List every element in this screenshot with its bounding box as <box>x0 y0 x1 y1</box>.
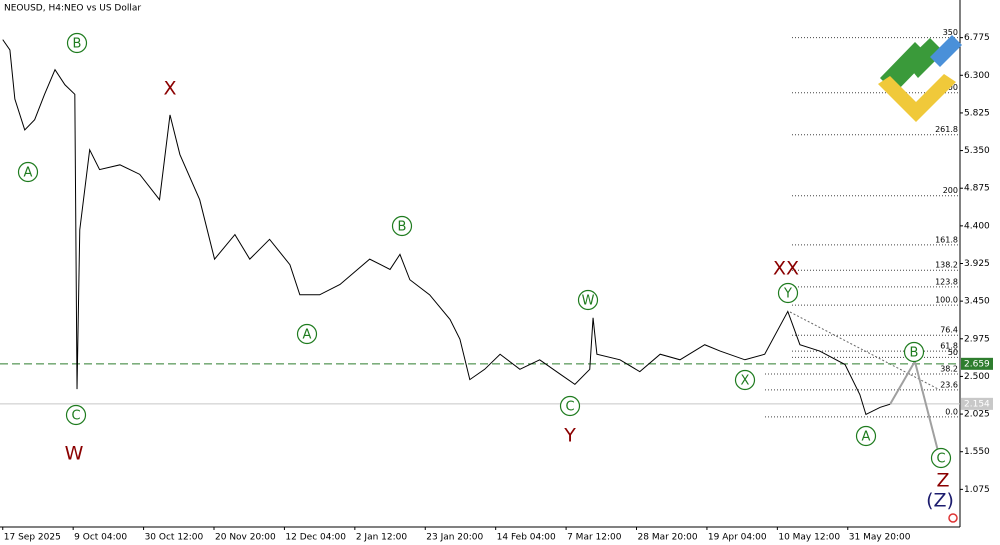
y-tick-label: 4.875 <box>964 184 990 194</box>
wave-label: X <box>163 78 176 100</box>
wave-circle <box>65 404 87 426</box>
fib-label: 100.0 <box>935 296 958 305</box>
wave-label: Y <box>563 425 576 447</box>
logo-part <box>930 35 962 67</box>
bid-tag-label: 2.154 <box>964 399 990 409</box>
fib-label: 138.2 <box>935 261 958 270</box>
wave-label: X <box>741 374 750 389</box>
wave-label: W <box>65 443 84 465</box>
fib-label: 123.8 <box>935 277 958 286</box>
y-tick-label: 2.025 <box>964 410 990 420</box>
y-tick-label: 1.075 <box>964 485 990 495</box>
y-tick-label: 6.775 <box>964 33 990 43</box>
wave-label: C <box>71 409 80 424</box>
wave-circle <box>559 395 581 417</box>
wave-label: C <box>565 400 574 415</box>
wave-circle <box>391 215 413 237</box>
wave-label: B <box>73 37 82 52</box>
wave-label: A <box>24 166 33 181</box>
x-tick-label: 14 Feb 04:00 <box>497 533 556 543</box>
x-tick-label: 28 Mar 20:00 <box>638 533 698 543</box>
x-tick-label: 19 Apr 04:00 <box>708 533 767 543</box>
wave-label: A <box>862 430 871 445</box>
y-tick-label: 5.350 <box>964 146 990 156</box>
x-tick-label: 20 Nov 20:00 <box>215 533 276 543</box>
plot: 6.775 6.300 5.825 5.350 4.875 4.400 3.925 3.450… <box>0 28 993 543</box>
logo <box>878 35 962 122</box>
wave-circle <box>577 289 599 311</box>
symbol: NEOUSD, H4: <box>4 4 64 14</box>
fib-label: 0.0 <box>945 407 958 416</box>
logo-part <box>878 74 956 122</box>
wave-label: C <box>936 452 945 467</box>
wave-label: Z <box>936 470 949 492</box>
y-tick-label: 3.925 <box>964 259 990 269</box>
fib-label: 200 <box>943 186 958 195</box>
y-tick-label: 4.400 <box>964 221 990 231</box>
fib-label: 261.8 <box>935 125 958 134</box>
x-tick-label: 9 Oct 04:00 <box>74 533 127 543</box>
bid-tag <box>961 397 993 410</box>
wave-circle <box>17 161 39 183</box>
y-tick-label: 3.450 <box>964 297 990 307</box>
x-tick-label: 31 May 20:00 <box>849 533 911 543</box>
y-tick-label: 1.550 <box>964 447 990 457</box>
wave-circle <box>296 323 318 345</box>
fib-label: 23.6 <box>940 380 958 389</box>
wave-circle <box>777 282 799 304</box>
wave-circle <box>903 341 925 363</box>
fib-label: 76.4 <box>940 326 958 335</box>
fib-label: 38.2 <box>940 365 958 374</box>
x-tick-label: 17 Sep 2025 <box>4 533 61 543</box>
fib-label: 161.8 <box>935 235 958 244</box>
wave-label: Y <box>783 287 792 302</box>
description: NEO vs US Dollar <box>64 4 141 14</box>
x-tick-label: 23 Jan 20:00 <box>426 533 483 543</box>
fib-label: 350 <box>943 28 958 37</box>
wave-label: (Z) <box>926 490 954 512</box>
fib-label: 300 <box>943 83 958 92</box>
wave-label: W <box>582 294 595 309</box>
wave-circle <box>734 369 756 391</box>
x-tick-label: 12 Dec 04:00 <box>285 533 346 543</box>
fib-label: 61.8 <box>940 342 958 351</box>
logo-part <box>905 38 944 78</box>
y-tick-label: 5.825 <box>964 108 990 118</box>
wave-label: A <box>303 328 312 343</box>
price-line <box>2 39 891 416</box>
wave-circle <box>930 447 952 469</box>
wave-circle <box>66 32 88 54</box>
wave-label: XX <box>773 258 799 280</box>
y-tick-label: 6.300 <box>964 71 990 81</box>
x-tick-label: 2 Jan 12:00 <box>356 533 408 543</box>
x-tick-label: 30 Oct 12:00 <box>145 533 204 543</box>
y-tick-label: 2.975 <box>964 334 990 344</box>
x-tick-label: 10 May 12:00 <box>778 533 840 543</box>
wave-label: B <box>398 220 407 235</box>
fib-label: 50 <box>948 348 958 357</box>
current-price-label: 2.659 <box>964 359 990 369</box>
alert-icon[interactable] <box>948 513 958 523</box>
y-tick-label: 2.500 <box>964 372 990 382</box>
wave-label: B <box>910 346 919 361</box>
x-tick-label: 7 Mar 12:00 <box>567 533 622 543</box>
current-price-tag <box>961 357 993 370</box>
wave-circle <box>855 425 877 447</box>
